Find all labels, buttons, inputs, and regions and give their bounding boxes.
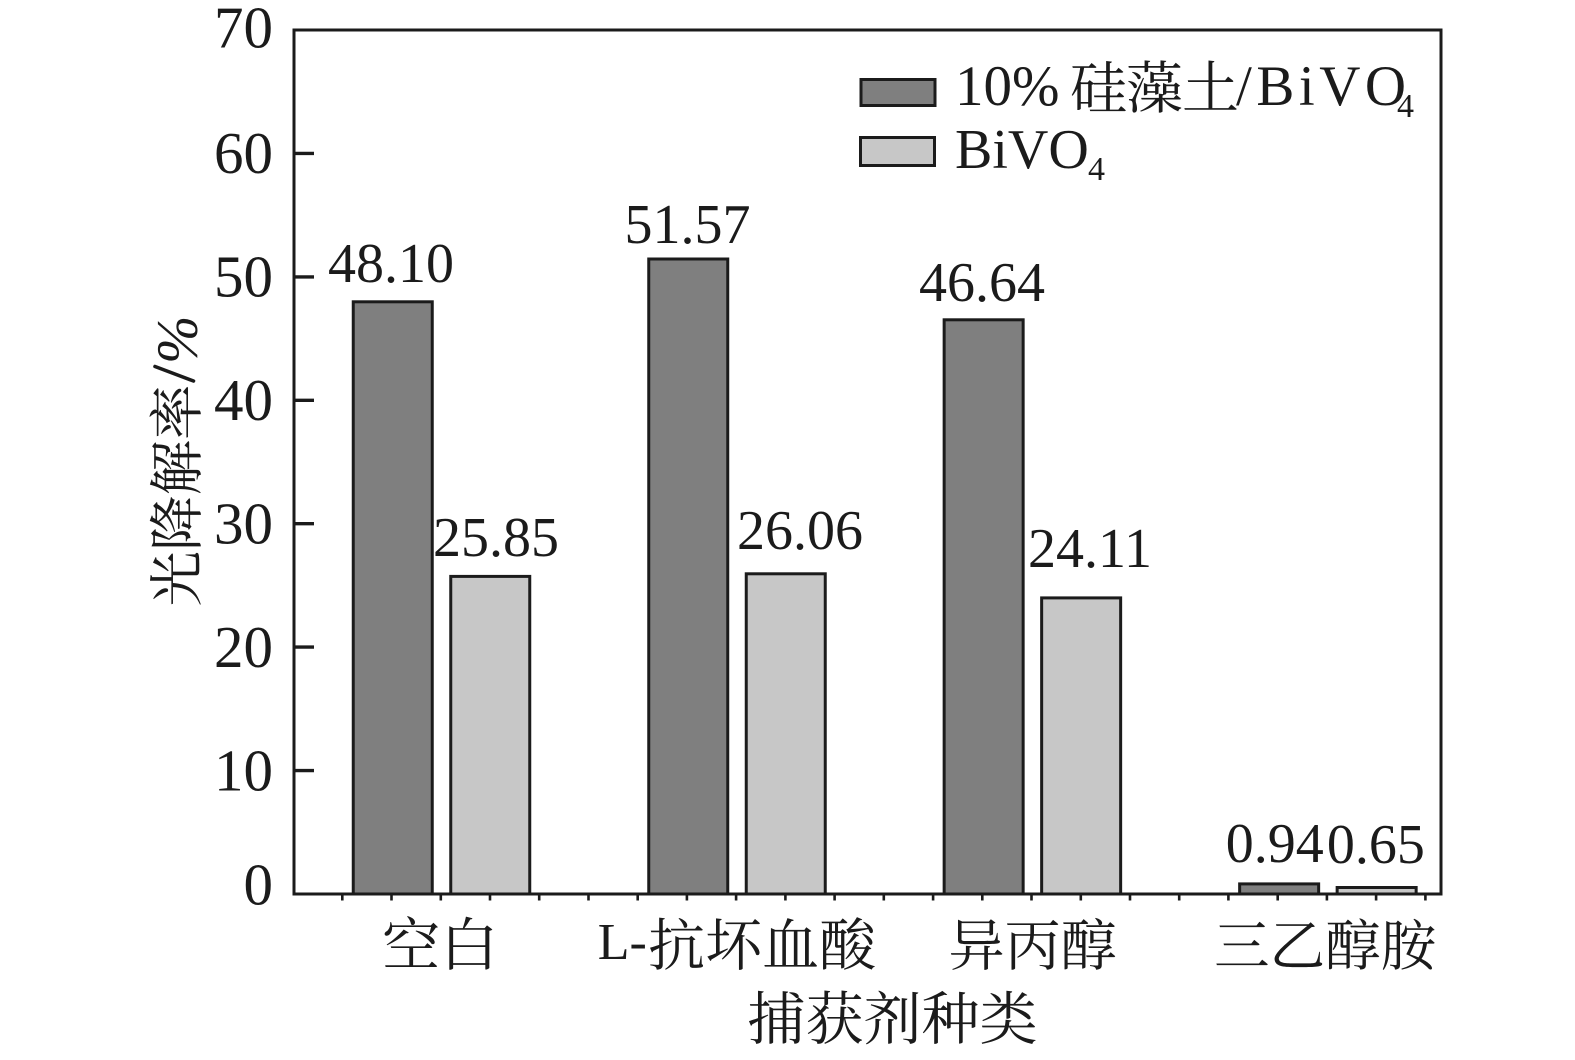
svg-text:40: 40 [214,367,273,433]
svg-text:20: 20 [214,614,273,680]
svg-text:60: 60 [214,120,273,186]
svg-text:10: 10 [214,737,273,803]
svg-text:BiVO: BiVO [955,119,1089,181]
svg-text:0.65: 0.65 [1327,814,1425,876]
svg-text:51.57: 51.57 [625,194,751,256]
svg-text:4: 4 [1397,88,1414,125]
svg-text:26.06: 26.06 [737,500,863,562]
svg-text:/BiVO: /BiVO [1236,55,1411,118]
svg-text:30: 30 [214,490,273,556]
svg-text:70: 70 [214,0,273,60]
svg-text:10%: 10% [955,55,1059,118]
svg-text:48.10: 48.10 [328,233,454,295]
svg-text:0.94: 0.94 [1226,813,1324,875]
svg-text:25.85: 25.85 [433,507,559,569]
svg-text:50: 50 [214,244,273,310]
svg-text:24.11: 24.11 [1028,518,1152,580]
svg-text:L-: L- [598,914,647,971]
svg-text:4: 4 [1088,151,1105,188]
svg-text:46.64: 46.64 [919,252,1045,314]
svg-text:0: 0 [244,852,274,918]
svg-text:%: % [145,316,210,364]
